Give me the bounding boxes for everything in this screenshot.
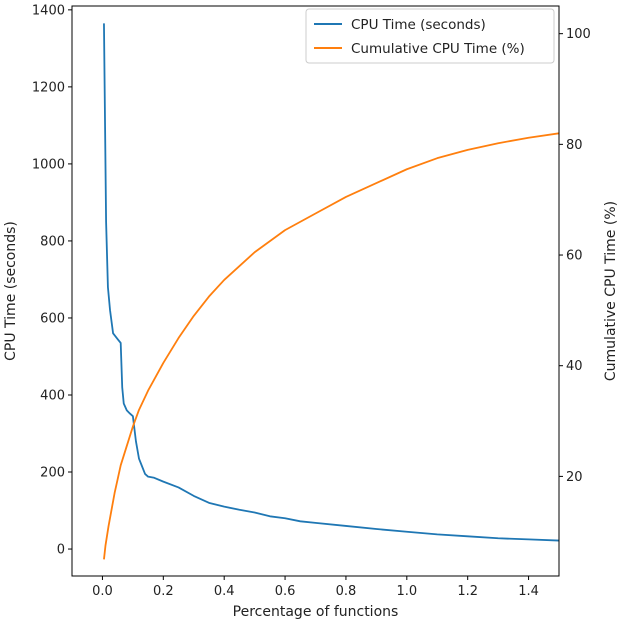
- legend: CPU Time (seconds) Cumulative CPU Time (…: [305, 8, 555, 64]
- y-axis-left-ticks: 0 200 400 600 800 1000 1200 1400: [32, 3, 72, 558]
- x-tick-label: 1.0: [396, 584, 417, 599]
- y-left-tick-label: 200: [40, 466, 65, 481]
- y-left-tick-label: 1000: [32, 157, 65, 172]
- y-left-tick-label: 600: [40, 311, 65, 326]
- y-axis-right-label: Cumulative CPU Time (%): [603, 201, 619, 381]
- y-axis-right-ticks: 20 40 60 80 100: [559, 27, 591, 485]
- x-tick-label: 0.6: [275, 584, 296, 599]
- series-line-cpu-time: [103, 23, 559, 542]
- x-tick-label: 0.2: [153, 584, 174, 599]
- series-layer: [103, 23, 559, 560]
- x-tick-label: 0.8: [336, 584, 357, 599]
- y-left-tick-label: 0: [57, 543, 65, 558]
- x-tick-label: 1.2: [457, 584, 478, 599]
- y-left-tick-label: 800: [40, 234, 65, 249]
- x-axis-label: Percentage of functions: [233, 604, 399, 620]
- y-right-tick-label: 60: [566, 249, 583, 264]
- legend-box: [305, 8, 555, 64]
- series-line-cumulative-cpu-time: [103, 132, 559, 560]
- plot-frame: [71, 5, 560, 577]
- y-right-tick-label: 20: [566, 470, 583, 485]
- legend-label-cpu-time: CPU Time (seconds): [351, 17, 486, 33]
- y-right-tick-label: 80: [566, 138, 583, 153]
- x-tick-label: 0.0: [92, 584, 113, 599]
- y-right-tick-label: 40: [566, 359, 583, 374]
- x-axis-ticks: 0.0 0.2 0.4 0.6 0.8 1.0 1.2 1.4: [92, 576, 539, 599]
- y-left-tick-label: 400: [40, 388, 65, 403]
- y-right-tick-label: 100: [566, 27, 591, 42]
- y-axis-left-label: CPU Time (seconds): [3, 221, 19, 361]
- y-left-tick-label: 1200: [32, 80, 65, 95]
- legend-label-cumulative-cpu-time: Cumulative CPU Time (%): [351, 41, 525, 57]
- x-tick-label: 0.4: [214, 584, 235, 599]
- y-left-tick-label: 1400: [32, 3, 65, 18]
- x-tick-label: 1.4: [518, 584, 539, 599]
